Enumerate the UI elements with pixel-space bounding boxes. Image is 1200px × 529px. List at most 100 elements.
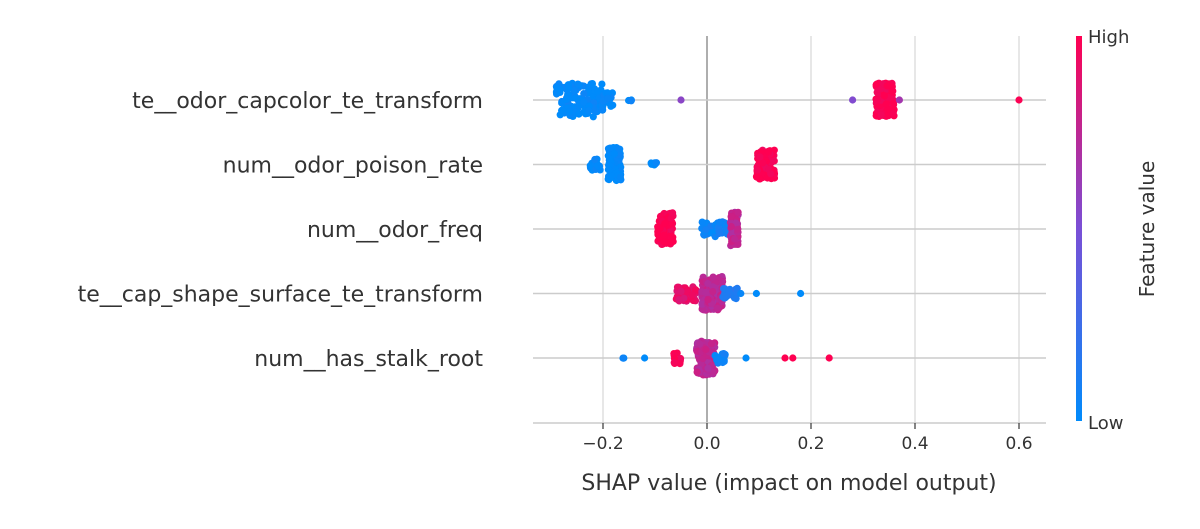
shap-point: [759, 159, 767, 167]
shap-point: [670, 358, 678, 367]
shap-point: [888, 87, 896, 95]
shap-point: [709, 273, 717, 281]
shap-point: [727, 213, 735, 221]
shap-point: [571, 94, 579, 102]
shap-point: [604, 94, 612, 102]
feature-label: te__odor_capcolor_te_transform: [132, 89, 483, 114]
shap-point: [880, 92, 889, 100]
shap-point: [688, 291, 696, 299]
shap-point: [742, 354, 750, 362]
shap-point: [558, 106, 567, 114]
shap-point: [849, 96, 857, 104]
shap-point: [704, 296, 712, 304]
shap-point: [708, 340, 716, 348]
shap-point: [704, 364, 712, 372]
shap-point: [598, 106, 606, 114]
feature-label: te__cap_shape_surface_te_transform: [78, 283, 483, 308]
shap-point: [562, 95, 570, 103]
colorbar-gradient: [1076, 36, 1082, 421]
shap-point: [660, 231, 668, 239]
shap-point: [889, 99, 898, 107]
shap-point: [732, 295, 740, 303]
shap-point: [883, 82, 891, 90]
shap-point: [594, 162, 602, 170]
shap-point: [564, 84, 573, 92]
shap-point: [720, 350, 728, 358]
shap-point: [574, 80, 582, 88]
shap-point: [713, 304, 722, 312]
x-axis-label: SHAP value (impact on model output): [581, 471, 996, 496]
shap-point: [669, 209, 677, 217]
shap-point: [667, 214, 675, 222]
x-ticks: −0.2 0.0 0.2 0.4 0.6: [582, 423, 1033, 454]
feature-label: num__odor_freq: [307, 218, 483, 243]
shap-point: [589, 113, 597, 121]
shap-point: [606, 144, 614, 152]
shap-point: [754, 166, 762, 174]
feature-label: num__has_stalk_root: [254, 347, 483, 372]
shap-point: [752, 289, 761, 298]
shap-point: [565, 108, 574, 116]
data-points: [552, 79, 1023, 379]
shap-point: [675, 296, 683, 304]
shap-point: [616, 173, 625, 181]
feature-labels: te__odor_capcolor_te_transform num__odor_…: [78, 89, 484, 372]
shap-point: [570, 86, 578, 95]
x-tick-label: 0.2: [797, 434, 824, 454]
colorbar: High Low Feature value: [1076, 27, 1159, 434]
shap-point: [588, 80, 597, 88]
shap-point: [709, 288, 717, 296]
shap-point: [656, 224, 664, 232]
shap-point: [661, 220, 669, 228]
shap-point: [733, 285, 741, 293]
shap-point: [1015, 96, 1023, 104]
shap-point: [580, 90, 588, 98]
shap-point: [872, 80, 880, 89]
shap-point: [704, 279, 712, 288]
shap-point: [676, 360, 684, 368]
shap-point: [591, 155, 599, 164]
shap-point: [825, 354, 833, 362]
shap-point: [580, 98, 588, 106]
shap-point: [797, 289, 805, 298]
shap-point: [767, 170, 775, 178]
shap-point: [652, 159, 661, 167]
shap-point: [702, 345, 710, 354]
colorbar-title: Feature value: [1135, 161, 1159, 298]
shap-point: [598, 80, 606, 88]
shap-point: [873, 96, 881, 104]
shap-point: [698, 218, 706, 226]
shap-point: [753, 173, 761, 181]
shap-point: [677, 96, 685, 104]
shap-point: [781, 354, 789, 362]
shap-point: [667, 238, 676, 246]
shap-point: [725, 287, 733, 295]
shap-point: [614, 145, 623, 153]
shap-point: [607, 102, 615, 110]
shap-point: [702, 288, 710, 297]
shap-point: [734, 225, 742, 233]
x-tick-label: 0.0: [693, 434, 720, 454]
x-tick-label: 0.4: [901, 434, 928, 454]
colorbar-low-label: Low: [1088, 413, 1123, 434]
x-tick-label: 0.6: [1005, 434, 1032, 454]
shap-point: [715, 356, 723, 364]
shap-point: [610, 150, 619, 158]
shap-point: [882, 100, 890, 108]
shap-point: [716, 218, 724, 226]
shap-point: [677, 287, 685, 295]
shap-point: [877, 111, 885, 119]
shap-point: [604, 166, 613, 174]
shap-point: [734, 208, 742, 216]
shap-point: [702, 226, 710, 234]
shap-point: [605, 176, 613, 184]
shap-point: [585, 107, 593, 115]
shap-point: [619, 354, 627, 362]
shap-point: [789, 354, 797, 362]
shap-point: [730, 235, 739, 243]
shap-point: [889, 109, 897, 117]
shap-point: [737, 289, 745, 298]
feature-label: num__odor_poison_rate: [223, 154, 483, 179]
